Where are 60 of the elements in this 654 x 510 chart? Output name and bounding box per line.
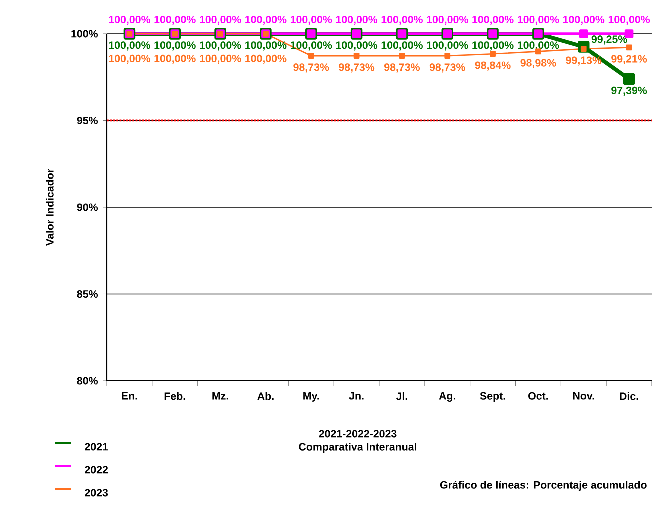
data-label: 100,00%: [154, 54, 196, 64]
data-label: 100,00%: [109, 42, 150, 51]
y-tick-label: 100%: [72, 30, 98, 38]
data-label: 99,21%: [612, 55, 648, 64]
text: Comparativa Interanual: [299, 443, 417, 453]
x-tick-label: Sept.: [480, 392, 506, 402]
y-tick-label: 85%: [77, 290, 98, 298]
x-tick-label: Oct.: [528, 392, 548, 400]
data-label: 98,73%: [430, 64, 466, 73]
data-label: 98,73%: [339, 64, 375, 73]
data-label: 98,98%: [520, 59, 556, 68]
data-label: 100,00%: [608, 16, 650, 26]
data-label: 100,00%: [336, 16, 378, 26]
x-tick-label: Feb.: [164, 392, 186, 400]
y-tick-label: 95%: [77, 116, 98, 125]
data-label: 100,00%: [518, 16, 560, 26]
data-label: 100,00%: [336, 42, 378, 51]
data-label: 100,00%: [154, 42, 196, 51]
data-label: 100,00%: [154, 16, 196, 26]
y-tick-label: 90%: [77, 204, 98, 212]
data-label: 98,73%: [384, 64, 420, 73]
legend-label: 2021: [85, 443, 108, 451]
data-label: 100,00%: [427, 16, 468, 26]
data-label: 100,00%: [427, 42, 468, 51]
x-tick-label: Ag.: [439, 392, 456, 402]
x-tick-label: My.: [304, 392, 320, 402]
data-label: 100,00%: [290, 42, 332, 51]
x-tick-label: Jl.: [396, 392, 408, 400]
x-tick-label: Nov.: [573, 392, 594, 400]
data-label: 100,00%: [518, 42, 560, 51]
text: Gráfico de líneas: Porcentaje acumulado: [440, 480, 647, 492]
data-label: 98,73%: [294, 64, 330, 73]
data-label: 100,00%: [246, 54, 287, 64]
data-label: 98,84%: [475, 62, 511, 71]
data-label: 100,00%: [200, 42, 242, 51]
y-axis-title: Valor Indicador: [46, 169, 54, 246]
x-tick-label: Ab.: [258, 392, 274, 400]
data-label: 100,00%: [109, 16, 150, 26]
legend-label: 2022: [85, 466, 108, 474]
data-label: 99,13%: [566, 56, 602, 66]
x-tick-label: Mz.: [212, 392, 228, 400]
data-label: 100,00%: [472, 42, 514, 51]
data-label: 100,00%: [382, 42, 423, 51]
data-label: 100,00%: [109, 54, 150, 64]
legend-label: 2023: [85, 489, 108, 497]
data-label: 100,00%: [246, 16, 287, 26]
data-label: 100,00%: [472, 16, 514, 26]
text: 2021-2022-2023: [319, 430, 397, 438]
data-label: 100,00%: [382, 16, 423, 26]
data-label: 100,00%: [246, 42, 287, 51]
data-label: 99,25%: [592, 36, 628, 45]
data-label: 100,00%: [563, 16, 605, 26]
x-tick-label: Dic.: [620, 392, 638, 400]
y-tick-label: 80%: [77, 377, 98, 385]
data-label: 100,00%: [290, 16, 332, 26]
x-tick-label: En.: [122, 392, 138, 400]
data-label: 100,00%: [200, 16, 242, 26]
data-label: 97,39%: [612, 86, 648, 96]
data-label: 100,00%: [200, 54, 242, 64]
x-tick-label: Jn.: [349, 392, 364, 400]
